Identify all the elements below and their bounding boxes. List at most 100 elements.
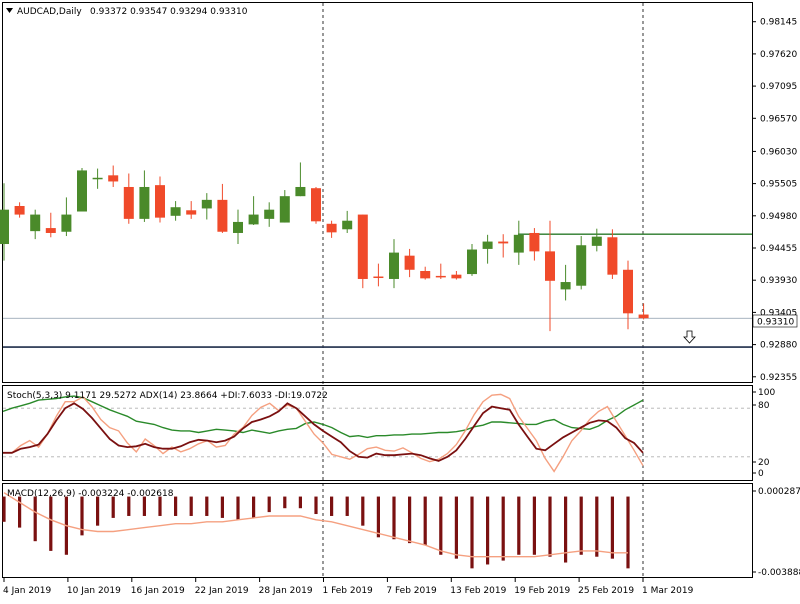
stoch-tick-100: 100 (758, 388, 775, 398)
macd-bar (236, 496, 240, 520)
macd-bar (205, 496, 209, 516)
macd-bar (283, 496, 287, 509)
macd-bar (111, 496, 115, 518)
stoch-adx-lines (2, 393, 752, 473)
time-tick-label: 7 Feb 2019 (386, 586, 437, 596)
price-tick-label: 0.94455 (760, 244, 797, 254)
price-tick-label: 0.97620 (760, 50, 797, 60)
candle (311, 186, 321, 224)
macd-bar (517, 496, 521, 555)
price-tick-label: 0.93930 (760, 276, 797, 286)
price-tick-label: 0.97095 (760, 82, 797, 92)
price-tick-label: 0.92355 (760, 373, 797, 383)
macd-bar (532, 496, 536, 555)
time-tick-label: 25 Feb 2019 (578, 586, 634, 596)
macd-bar (330, 496, 334, 516)
candle (357, 214, 368, 289)
candle (45, 212, 56, 238)
macd-bar (548, 496, 552, 557)
candle (638, 303, 649, 320)
candle (170, 201, 181, 221)
macd-bar (595, 496, 599, 557)
macd-bar (392, 496, 396, 540)
macd-tick-top: 0.000287 (758, 487, 800, 497)
macd-bar (564, 496, 568, 563)
current-price-label: 0.93310 (757, 318, 794, 328)
time-axis: 4 Jan 2019 10 Jan 2019 16 Jan 2019 22 Jan 2… (3, 578, 694, 596)
candle (139, 170, 150, 222)
macd-bar (174, 496, 178, 516)
macd-bar (408, 496, 412, 544)
candle (389, 239, 399, 289)
price-tick-label: 0.94980 (760, 212, 797, 222)
symbol-label: AUDCAD,Daily (17, 7, 82, 17)
macd-label: MACD(12,26,9) -0.003224 -0.002618 (7, 489, 174, 499)
candle (14, 202, 25, 218)
macd-bar (127, 496, 131, 516)
macd-bar (158, 496, 162, 516)
triangle-down-icon[interactable] (6, 8, 13, 13)
candle (233, 209, 243, 245)
macd-bar (345, 496, 349, 516)
candle (264, 202, 275, 227)
macd-bar (220, 496, 224, 518)
stoch-axis: 100 80 20 0 (752, 388, 775, 479)
candle (545, 220, 555, 332)
candle (217, 183, 228, 233)
candle (279, 190, 290, 223)
macd-bar (189, 496, 193, 516)
candle (560, 264, 571, 301)
time-tick-label: 19 Feb 2019 (514, 586, 570, 596)
macd-bar (470, 496, 474, 569)
candle (77, 167, 87, 212)
stoch-adx-label: Stoch(5,3,3) 9.1171 29.5272 ADX(14) 23.8… (7, 391, 328, 401)
macd-bar (142, 496, 146, 516)
time-tick-label: 1 Mar 2019 (642, 586, 694, 596)
macd-bar (80, 496, 84, 536)
candle (186, 201, 197, 219)
candle (623, 260, 633, 330)
price-axis: 0.98145 0.97620 0.97095 0.96570 0.96030 0.955… (752, 18, 797, 383)
time-tick-label: 10 Jan 2019 (67, 586, 121, 596)
candle (61, 197, 72, 237)
candle (326, 220, 337, 238)
candle (498, 234, 509, 258)
stoch-main-line (3, 402, 644, 462)
adx-line (2, 395, 644, 439)
macd-bar (96, 496, 100, 526)
candle (92, 168, 103, 189)
time-tick-label: 1 Feb 2019 (323, 586, 374, 596)
time-tick-label: 22 Jan 2019 (195, 586, 249, 596)
stoch-panel-frame (2, 385, 753, 481)
chart-header: AUDCAD,Daily 0.93372 0.93547 0.93294 0.9… (6, 7, 248, 17)
stoch-signal-line (3, 393, 644, 473)
candle (155, 176, 165, 223)
price-tick-label: 0.92880 (760, 341, 797, 351)
macd-bar (376, 496, 380, 538)
macd-bar (18, 496, 22, 528)
stoch-tick-80: 80 (758, 401, 770, 411)
candle (451, 270, 462, 280)
time-tick-label: 13 Feb 2019 (450, 586, 506, 596)
macd-bar (314, 496, 318, 515)
macd-bar (361, 496, 365, 526)
candle (123, 173, 134, 224)
candle (529, 228, 540, 261)
macd-bar (423, 496, 427, 546)
candle (591, 228, 602, 252)
macd-bar (610, 496, 614, 559)
candle (201, 193, 212, 220)
time-tick-label: 28 Jan 2019 (259, 586, 313, 596)
price-tick-label: 0.93405 (760, 308, 797, 318)
time-tick-label: 4 Jan 2019 (3, 586, 51, 596)
stoch-tick-20: 20 (758, 458, 770, 468)
price-tick-label: 0.95505 (760, 180, 797, 190)
price-tick-label: 0.98145 (760, 18, 797, 28)
macd-bar (439, 496, 443, 555)
candle (404, 248, 415, 278)
macd-bar (626, 496, 630, 569)
down-arrow-icon (683, 330, 696, 344)
macd-bar (486, 496, 490, 565)
